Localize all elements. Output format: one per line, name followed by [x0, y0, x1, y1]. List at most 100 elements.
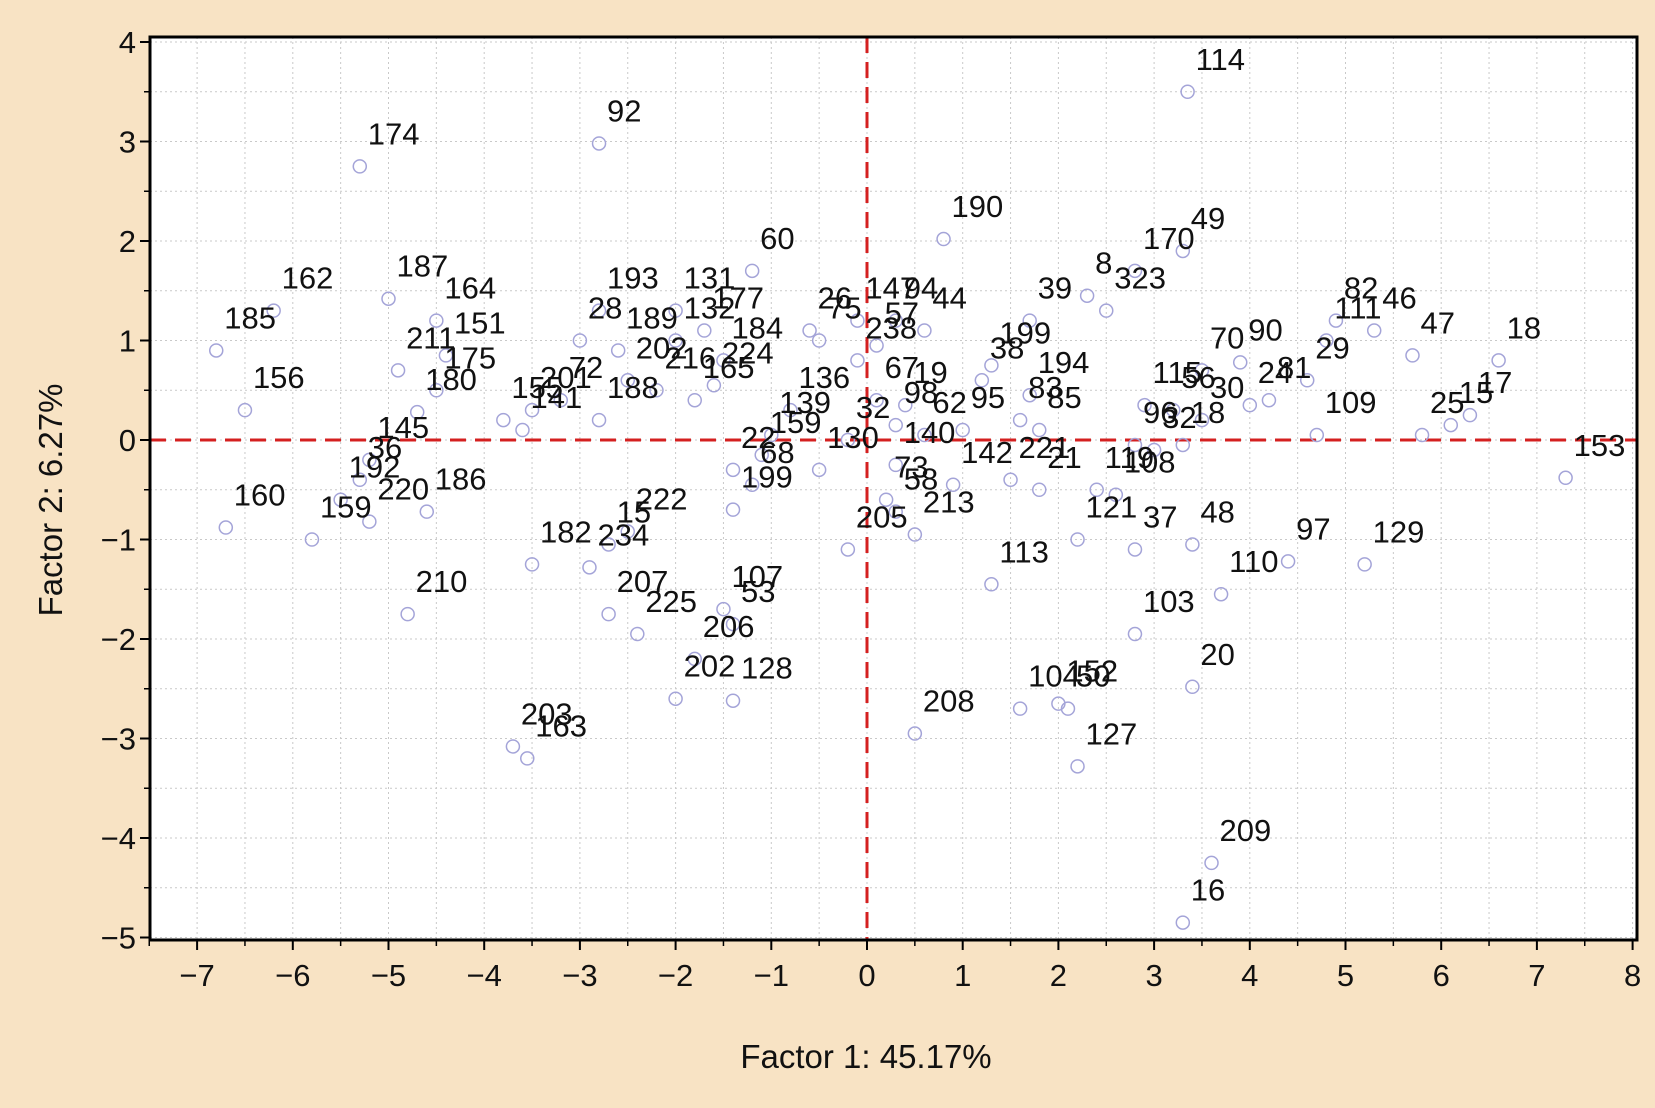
data-point: [1070, 532, 1085, 547]
data-point: [898, 397, 913, 413]
data-point: [601, 537, 616, 552]
point-label: 60: [760, 221, 794, 256]
data-point: [1319, 333, 1334, 348]
point-label: 238: [865, 310, 917, 345]
point-label: 208: [923, 684, 975, 719]
data-point: [1366, 323, 1382, 338]
data-point: [888, 504, 903, 519]
grid: [150, 37, 1637, 940]
data-point: [1127, 263, 1143, 279]
y-tick-label: 4: [119, 25, 136, 60]
x-tick-label: −1: [754, 958, 789, 993]
data-point: [601, 606, 616, 622]
point-label: 29: [1315, 330, 1349, 365]
data-point: [520, 751, 535, 766]
data-point: [1232, 355, 1248, 370]
point-label: 26: [818, 281, 852, 316]
point-label: 130: [827, 420, 879, 455]
data-point: [725, 693, 741, 708]
data-point: [1185, 679, 1200, 695]
data-point: [744, 477, 760, 493]
point-label: 109: [1325, 385, 1377, 420]
data-point: [1012, 412, 1028, 428]
point-label: 49: [1191, 201, 1225, 236]
point-label: 213: [923, 485, 975, 520]
y-tick-label: −2: [101, 622, 136, 657]
data-point: [1194, 412, 1210, 428]
x-tick-label: −3: [562, 958, 597, 993]
data-point: [668, 691, 683, 706]
data-point: [725, 616, 741, 632]
point-label: 225: [645, 584, 697, 619]
data-point: [1491, 353, 1506, 368]
data-point: [1060, 701, 1076, 716]
data-point: [850, 313, 865, 328]
x-tick-label: 6: [1433, 958, 1450, 993]
data-point: [1070, 759, 1085, 774]
data-point: [668, 333, 683, 348]
data-point: [1079, 288, 1095, 303]
x-tick-label: −5: [371, 958, 406, 993]
point-label: 32: [1162, 400, 1196, 435]
data-point: [304, 532, 320, 547]
data-point: [716, 601, 731, 617]
data-point: [1127, 626, 1143, 642]
data-point: [1137, 397, 1152, 413]
point-label: 159: [320, 490, 372, 525]
point-label: 194: [1038, 345, 1090, 380]
data-point: [802, 323, 817, 338]
data-point: [840, 432, 856, 448]
data-points: [208, 84, 1573, 930]
point-label: 18: [1191, 395, 1225, 430]
point-label: 163: [535, 708, 587, 743]
point-label: 162: [282, 261, 334, 296]
point-label: 202: [684, 649, 736, 684]
point-label: 129: [1373, 514, 1425, 549]
point-label: 114: [1196, 42, 1245, 77]
data-point: [649, 383, 664, 398]
point-label: 180: [425, 362, 477, 397]
point-label: 175: [444, 340, 496, 375]
data-point: [917, 427, 932, 443]
point-label: 58: [904, 462, 938, 497]
data-point: [783, 402, 798, 418]
data-point: [716, 353, 731, 368]
point-label: 83: [1028, 370, 1062, 405]
x-tick-label: −4: [467, 958, 502, 993]
point-label: 44: [932, 281, 966, 316]
point-label: 25: [1430, 385, 1464, 420]
point-label: 15: [1459, 375, 1493, 410]
data-point: [888, 417, 903, 433]
point-label: 153: [1574, 428, 1626, 463]
plot-area: [150, 37, 1637, 940]
point-label: 152: [1066, 654, 1118, 689]
data-point: [1003, 472, 1018, 488]
point-label: 50: [1076, 659, 1110, 694]
data-point: [850, 353, 865, 368]
data-point: [1405, 348, 1420, 363]
point-label: 184: [731, 310, 783, 345]
data-point: [1280, 554, 1296, 569]
data-point: [496, 412, 511, 428]
data-point: [1099, 303, 1114, 318]
data-point: [1180, 84, 1195, 99]
point-label: 164: [444, 271, 496, 306]
data-point: [1194, 363, 1210, 378]
data-point: [869, 338, 884, 353]
x-axis-title: Factor 1: 45.17%: [740, 1038, 991, 1075]
point-label: 139: [779, 385, 831, 420]
point-label: 132: [684, 291, 736, 326]
data-point: [1414, 427, 1430, 443]
data-point: [1012, 701, 1028, 716]
data-point: [1462, 407, 1478, 423]
data-point: [390, 363, 406, 378]
data-point: [811, 462, 827, 478]
point-label: 53: [741, 574, 775, 609]
point-label: 192: [349, 450, 401, 485]
point-label: 216: [664, 340, 716, 375]
point-label: 30: [1210, 370, 1244, 405]
point-label: 90: [1248, 312, 1282, 347]
data-point: [381, 291, 396, 306]
